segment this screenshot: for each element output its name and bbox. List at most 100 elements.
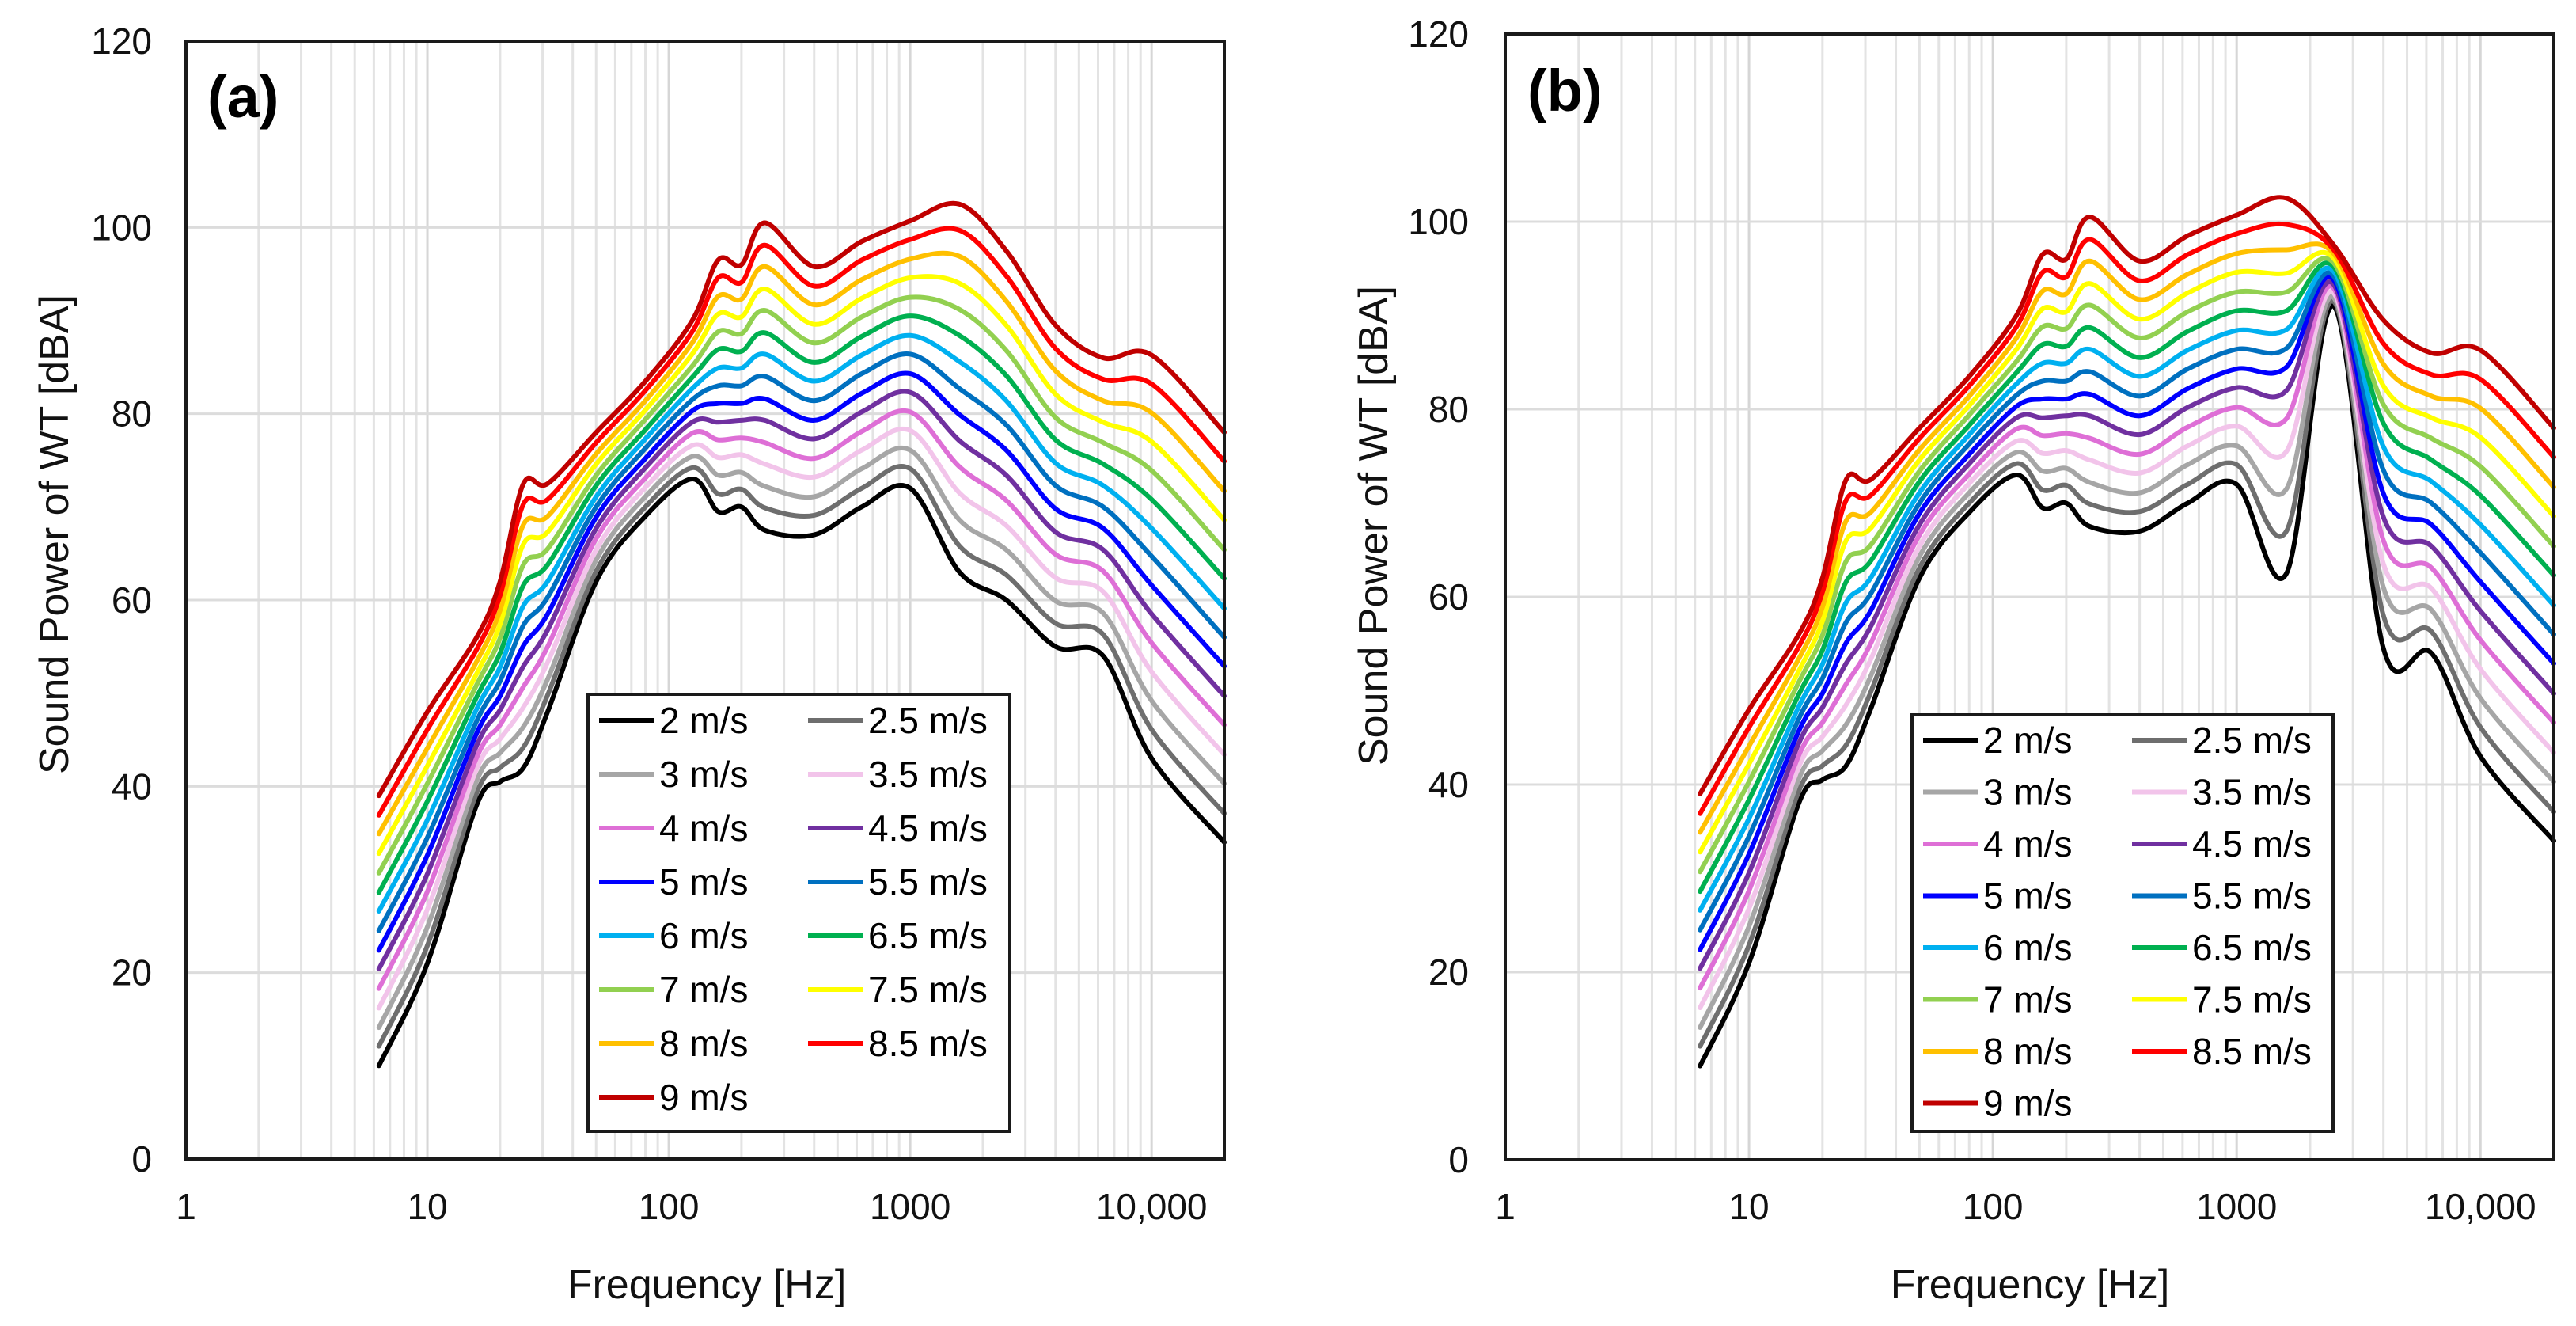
y-axis-title: Sound Power of WT [dBA] — [32, 294, 78, 774]
series-line-8-m-s — [1698, 241, 2556, 835]
y-axis-title: Sound Power of WT [dBA] — [1351, 286, 1397, 766]
legend-label: 6.5 m/s — [868, 915, 988, 956]
x-tick-label: 100 — [1963, 1186, 2024, 1227]
x-tick-label: 10 — [1728, 1186, 1769, 1227]
x-axis-title: Frequency [Hz] — [567, 1262, 847, 1308]
legend-label: 2 m/s — [659, 700, 748, 741]
legend-label: 8 m/s — [1983, 1031, 2072, 1072]
legend-label: 4.5 m/s — [868, 807, 988, 849]
legend-label: 6 m/s — [659, 915, 748, 956]
legend-item: 4.5 m/s — [808, 807, 988, 849]
legend-item: 5 m/s — [599, 861, 748, 902]
legend-item: 2.5 m/s — [2132, 720, 2312, 761]
series-line-5-m-s — [1698, 274, 2556, 952]
legend-item: 3.5 m/s — [2132, 772, 2312, 813]
legend-label: 3 m/s — [1983, 772, 2072, 813]
legend-item: 7.5 m/s — [2132, 979, 2312, 1020]
legend-item: 6 m/s — [1923, 927, 2072, 968]
y-tick-label: 80 — [1428, 389, 1469, 430]
series-line-8-5-m-s — [376, 226, 1227, 818]
legend-item: 9 m/s — [1923, 1083, 2072, 1124]
series-line-4-5-m-s — [1698, 279, 2556, 971]
legend-item: 7.5 m/s — [808, 969, 988, 1010]
y-tick-label: 120 — [91, 21, 152, 62]
legend: 2 m/s 2.5 m/s 3 m/s 3.5 m/s 4 m/s 4.5 m/s 5 m/… — [586, 693, 1011, 1133]
y-tick-label: 80 — [112, 393, 152, 435]
x-tick-label: 1 — [1495, 1186, 1516, 1227]
x-tick-label: 10,000 — [2425, 1186, 2536, 1227]
legend-label: 6.5 m/s — [2192, 927, 2312, 968]
series-line-2-5-m-s — [376, 464, 1227, 1049]
legend-label: 5.5 m/s — [868, 861, 988, 902]
series-line-2-m-s — [1698, 303, 2556, 1069]
legend-item: 9 m/s — [599, 1077, 748, 1118]
series-line-4-m-s — [376, 408, 1227, 991]
legend-item: 2.5 m/s — [808, 700, 988, 741]
legend-label: 4.5 m/s — [2192, 823, 2312, 864]
series-line-2-m-s — [376, 477, 1227, 1069]
series-line-9-m-s — [1698, 195, 2556, 796]
series-line-5-5-m-s — [1698, 270, 2556, 933]
legend-box — [1910, 713, 2335, 1133]
series-line-6-5-m-s — [376, 313, 1227, 895]
series-line-4-5-m-s — [376, 389, 1227, 971]
series-line-5-5-m-s — [376, 351, 1227, 933]
y-tick-label: 40 — [1428, 764, 1469, 805]
panel-label: (a) — [207, 64, 279, 130]
y-tick-label: 0 — [1448, 1139, 1469, 1180]
y-tick-label: 40 — [112, 766, 152, 807]
legend-label: 2 m/s — [1983, 720, 2072, 761]
legend-item: 2 m/s — [1923, 720, 2072, 761]
y-tick-label: 100 — [1408, 201, 1469, 242]
legend-box — [586, 693, 1011, 1133]
legend-item: 2 m/s — [599, 700, 748, 741]
series-line-3-5-m-s — [1698, 289, 2556, 1010]
series-line-3-m-s — [1698, 294, 2556, 1030]
legend-label: 4 m/s — [1983, 823, 2072, 864]
series-line-9-m-s — [376, 200, 1227, 799]
series-line-7-5-m-s — [1698, 249, 2556, 855]
legend-label: 9 m/s — [659, 1077, 748, 1118]
x-tick-label: 1 — [176, 1186, 196, 1227]
y-tick-label: 0 — [131, 1138, 152, 1180]
legend-label: 3.5 m/s — [868, 754, 988, 795]
series-line-7-5-m-s — [376, 274, 1227, 857]
legend-label: 2.5 m/s — [868, 700, 988, 741]
series-line-7-m-s — [1698, 256, 2556, 875]
legend-label: 6 m/s — [1983, 927, 2072, 968]
series-line-4-m-s — [1698, 283, 2556, 991]
legend-label: 8 m/s — [659, 1023, 748, 1064]
legend-item: 4 m/s — [599, 807, 748, 849]
legend-item: 6.5 m/s — [2132, 927, 2312, 968]
legend-item: 6.5 m/s — [808, 915, 988, 956]
panel-label: (b) — [1527, 58, 1603, 123]
x-axis-title: Frequency [Hz] — [1891, 1262, 2170, 1308]
series-line-7-m-s — [376, 294, 1227, 876]
legend-label: 7.5 m/s — [2192, 979, 2312, 1020]
y-tick-label: 20 — [112, 952, 152, 994]
series-line-3-m-s — [376, 446, 1227, 1031]
legend-item: 8 m/s — [1923, 1031, 2072, 1072]
series-line-3-5-m-s — [376, 426, 1227, 1011]
legend-item: 3.5 m/s — [808, 754, 988, 795]
y-tick-label: 20 — [1428, 952, 1469, 993]
legend-label: 7 m/s — [1983, 979, 2072, 1020]
x-tick-label: 10,000 — [1096, 1186, 1208, 1227]
legend-item: 3 m/s — [1923, 772, 2072, 813]
x-tick-label: 10 — [407, 1186, 447, 1227]
legend-label: 3 m/s — [659, 754, 748, 795]
legend-item: 7 m/s — [599, 969, 748, 1010]
legend-label: 4 m/s — [659, 807, 748, 849]
legend-item: 8 m/s — [599, 1023, 748, 1064]
legend-label: 8.5 m/s — [868, 1023, 988, 1064]
series-line-5-m-s — [376, 370, 1227, 953]
x-tick-label: 100 — [639, 1186, 700, 1227]
y-tick-label: 60 — [1428, 576, 1469, 617]
y-tick-label: 60 — [112, 579, 152, 621]
legend-item: 7 m/s — [1923, 979, 2072, 1020]
legend-label: 5 m/s — [659, 861, 748, 902]
y-tick-label: 120 — [1408, 13, 1469, 55]
series-line-6-m-s — [1698, 265, 2556, 913]
